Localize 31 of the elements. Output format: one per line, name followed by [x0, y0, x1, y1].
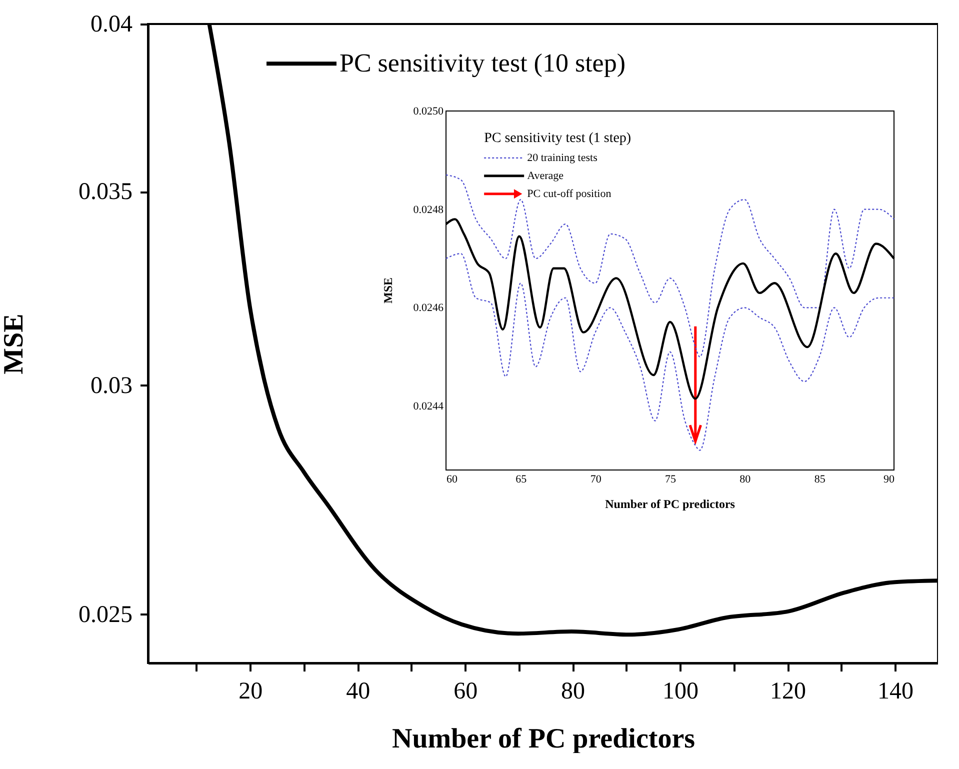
y-axis-title: MSE — [0, 314, 30, 374]
x-tick-label: 100 — [662, 678, 699, 704]
y-tick-label: 0.0246 — [413, 302, 444, 314]
x-tick-label: 65 — [516, 474, 528, 486]
x-tick-label: 75 — [665, 474, 676, 486]
y-tick-label: 0.0244 — [413, 400, 444, 413]
x-tick-label: 20 — [238, 678, 263, 704]
y-tick-label: 0.035 — [78, 179, 132, 206]
line-series — [445, 253, 895, 451]
y-tick-label: 0.04 — [90, 12, 132, 38]
y-axis-title: MSE — [381, 277, 395, 304]
x-tick-label: 80 — [740, 474, 752, 486]
x-axis-title: Number of PC predictors — [605, 497, 736, 511]
x-tick-label: 80 — [561, 678, 586, 704]
legend-label: 20 training tests — [527, 152, 598, 164]
x-tick-label: 85 — [814, 474, 826, 486]
y-tick-label: 0.03 — [90, 372, 132, 399]
x-tick-label: 60 — [446, 474, 458, 486]
x-tick-label: 70 — [590, 474, 602, 486]
legend-label: PC sensitivity test (10 step) — [340, 48, 626, 78]
legend-label: PC cut-off position — [527, 188, 612, 200]
y-tick-label: 0.025 — [78, 602, 132, 628]
x-tick-label: 40 — [346, 678, 370, 704]
y-tick-label: 0.0250 — [413, 106, 444, 118]
y-tick-label: 0.0248 — [413, 204, 444, 216]
x-tick-label: 120 — [770, 678, 806, 704]
legend-title: PC sensitivity test (1 step) — [484, 130, 632, 146]
legend-label: Average — [527, 170, 564, 182]
x-tick-label: 60 — [454, 678, 478, 704]
x-tick-label: 90 — [884, 474, 895, 486]
x-tick-label: 140 — [878, 678, 914, 704]
